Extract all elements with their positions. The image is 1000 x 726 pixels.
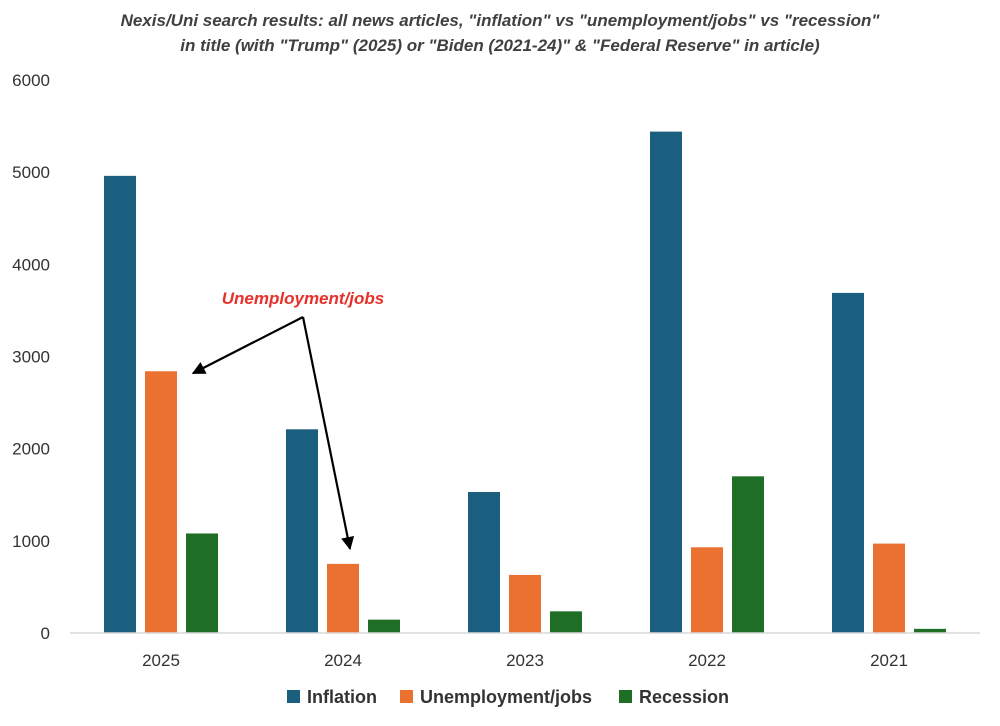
y-axis: 0 1000 2000 3000 4000 5000 6000	[12, 71, 50, 643]
legend-swatch	[619, 690, 632, 703]
chart-title-line-1: Nexis/Uni search results: all news artic…	[120, 11, 880, 30]
legend-swatch	[400, 690, 413, 703]
legend-label: Recession	[639, 687, 729, 707]
bar-unemployment-jobs	[873, 543, 905, 633]
chart-title-line-2: in title (with "Trump" (2025) or "Biden …	[180, 36, 820, 55]
y-tick-label: 0	[41, 624, 50, 643]
bar-unemployment-jobs	[509, 574, 541, 633]
legend-swatch	[287, 690, 300, 703]
annotation-arrow	[301, 316, 355, 551]
x-tick-label: 2024	[324, 651, 362, 670]
y-tick-label: 6000	[12, 71, 50, 90]
chart-title: Nexis/Uni search results: all news artic…	[0, 8, 1000, 58]
bar-recession	[368, 619, 400, 633]
y-tick-label: 1000	[12, 532, 50, 551]
annotation-arrow	[191, 316, 304, 375]
legend-label: Unemployment/jobs	[420, 687, 592, 707]
bars	[104, 131, 946, 633]
y-tick-label: 2000	[12, 440, 50, 459]
bar-recession	[186, 533, 218, 633]
y-tick-label: 4000	[12, 255, 50, 274]
bar-inflation	[468, 491, 500, 633]
x-tick-label: 2023	[506, 651, 544, 670]
x-tick-label: 2022	[688, 651, 726, 670]
bar-inflation	[832, 292, 864, 633]
legend-label: Inflation	[307, 687, 377, 707]
legend: Inflation Unemployment/jobs Recession	[287, 687, 729, 707]
bar-recession	[550, 611, 582, 633]
bar-recession	[914, 628, 946, 633]
x-tick-label: 2021	[870, 651, 908, 670]
y-tick-label: 3000	[12, 348, 50, 367]
bar-recession	[732, 476, 764, 633]
bar-unemployment-jobs	[691, 547, 723, 633]
x-axis: 2025 2024 2023 2022 2021	[142, 651, 908, 670]
annotation: Unemployment/jobs	[191, 289, 384, 551]
bar-inflation	[650, 131, 682, 633]
bar-unemployment-jobs	[327, 563, 359, 633]
bar-inflation	[104, 175, 136, 633]
annotation-label: Unemployment/jobs	[222, 289, 384, 308]
x-tick-label: 2025	[142, 651, 180, 670]
bar-inflation	[286, 429, 318, 633]
y-tick-label: 5000	[12, 163, 50, 182]
bar-unemployment-jobs	[145, 371, 177, 633]
